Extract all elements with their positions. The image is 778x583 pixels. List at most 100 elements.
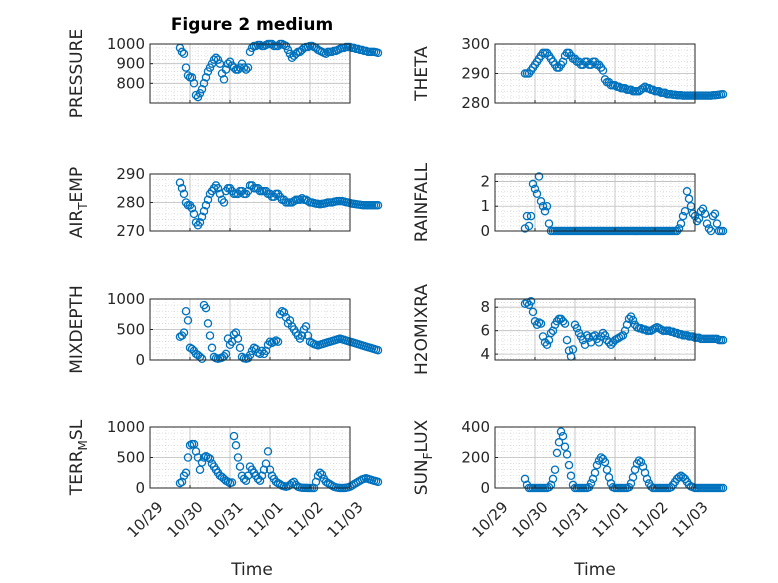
panel-5-point [205,331,215,340]
panel-7-point [233,453,243,462]
panel-6-y-tick-label: 8 [480,298,490,316]
panel-7-x-tick-label: 11/03 [323,498,366,541]
panel-6-point [600,331,610,340]
panel-5-point [183,316,193,325]
panel-8-y-axis-label: SUNFLUX [412,419,435,495]
panel-7-y-tick-label: 0 [135,479,145,497]
panel-7-point [255,476,265,485]
panel-2-point [660,88,670,97]
panel-6-point [624,314,634,324]
panel-7-x-tick-label: 11/02 [283,498,326,541]
panel-6-point [526,297,536,306]
panel-3-y-tick-label: 270 [116,222,145,240]
panel-1-point [209,55,219,64]
panel-8-point [666,482,676,492]
panel-7-y-axis-label-post: SL [67,419,87,440]
panel-8-point [562,450,572,459]
panel-5-y-tick-label: 1000 [107,290,145,308]
panel-4-point [718,226,728,236]
panel-7-point [235,462,245,471]
panel-4-point [684,194,694,204]
panel-8-point [564,460,574,470]
panel-4-y-tick-label: 0 [480,222,490,240]
panel-2-y-axis-label-main: THETA [412,46,432,102]
panel-8-y-tick-label: 200 [461,449,490,467]
panel-5-y-tick-label: 0 [135,351,145,369]
panel-4-point [706,226,716,236]
panel-2-point [598,66,608,75]
panel-4-point [708,211,718,221]
panel-1-point [197,84,207,94]
panel-8-point [558,431,568,441]
panel-7-y-tick-label: 500 [116,449,145,467]
panel-8-point [548,474,558,484]
panel-1-point [189,79,199,88]
panel-8-y-axis-label-post: LUX [412,419,432,452]
panel-2-y-tick-label: 290 [461,65,490,83]
panel-1-y-axis-label-main: PRESSURE [67,29,87,118]
panel-5-y-axis-label: MIXDEPTH [67,285,87,374]
panel-7-point [181,468,191,478]
panel-4-point [544,219,554,228]
panel-4-point [524,221,534,231]
panel-6-point [564,346,574,355]
panel-1-point [239,63,249,72]
panel-2-point [654,86,664,96]
panel-6-point [558,317,568,326]
panel-3-point [199,206,209,216]
panel-4-point [702,219,712,228]
panel-3-point [373,201,383,210]
panel-6-point [536,319,546,328]
panel-4-point [688,209,698,218]
x-axis-label-right: Time [573,560,616,580]
panel-6-point [718,335,728,345]
panel-5-point [233,334,243,343]
x-axis-label-left: Time [230,560,273,580]
panel-4-background [495,174,695,231]
panel-1-point [373,48,383,58]
figure-title: Figure 2 medium [171,15,333,35]
panel-1-point [223,59,233,68]
panel-7-y-axis-label-sub: M [76,440,90,450]
panel-4-point [534,172,544,181]
panel-4-point [674,224,684,233]
panel-4-y-axis-label: RAINFALL [412,162,432,242]
panel-2-point [718,89,728,99]
panel-7-point [229,431,239,441]
panel-4-point [712,219,722,228]
panel-8: 0 200 400 SUNFLUX 10/2910/3010/3111/0111/021… [412,418,728,541]
panel-6-point [620,326,630,335]
panel-6-point [598,328,608,338]
panel-3-point [203,195,213,204]
panel-5-point [245,350,255,360]
panel-8-point [602,465,612,474]
panel-3-point [295,195,305,204]
panel-3-point [197,212,207,222]
panel-8-x-tick-label: 10/30 [508,498,551,541]
panel-1-point [219,75,229,84]
panel-5: 0 500 1000 MIXDEPTH [67,285,383,374]
panel-6-point [548,326,558,335]
panel-8-y-tick-label: 400 [461,418,490,436]
panel-6-point [542,340,552,350]
panel-8-point [634,456,644,465]
panel-1-point [181,63,191,72]
panel-1-y-axis-label: PRESSURE [67,29,87,118]
panel-6-y-tick-label: 6 [480,322,490,340]
panel-6-y-tick-label: 4 [480,345,490,363]
panel-8-x-tick-label: 11/03 [668,498,711,541]
panel-8-point [718,483,728,493]
panel-8-point [636,457,646,467]
panel-1-point [213,55,223,64]
panel-8-point [560,442,570,452]
panel-7-x-tick-label: 10/29 [123,498,166,541]
panel-8-point [550,465,560,474]
panel-3-y-tick-label: 290 [116,165,145,183]
panel-1-point [195,88,205,98]
panel-3-y-axis-label: AIRTEMP [67,167,90,238]
panel-6-axes-box [494,298,696,361]
panel-4-point [678,211,688,221]
panel-3-point [289,196,299,206]
panel-2-point [620,84,630,93]
